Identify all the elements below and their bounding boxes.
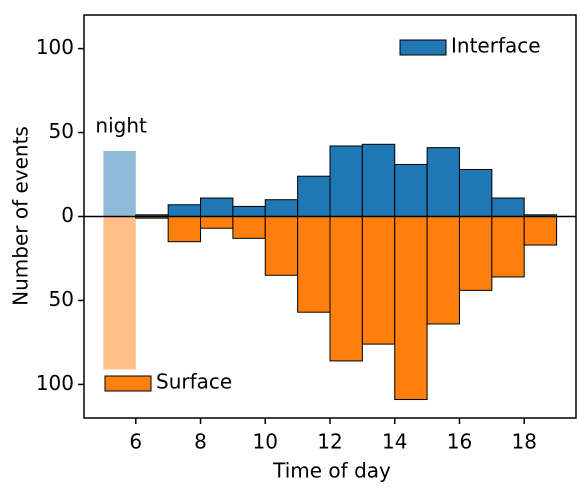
bar (361, 216, 396, 345)
bar (200, 197, 234, 217)
y-tick-label: 50 (49, 287, 74, 311)
bar (167, 216, 202, 243)
bar (264, 199, 299, 217)
y-tick-label: 100 (36, 371, 74, 395)
x-tick-label: 12 (317, 430, 342, 454)
bar (523, 216, 558, 246)
bar (329, 145, 363, 218)
bar (200, 216, 234, 229)
bar (361, 143, 396, 218)
legend-label: Surface (156, 370, 232, 394)
bar (491, 197, 525, 217)
legend-swatch (399, 39, 447, 56)
bar (394, 216, 428, 401)
x-tick-label: 14 (382, 430, 407, 454)
night-band (103, 151, 136, 217)
bar (297, 216, 331, 313)
night-label: night (95, 114, 147, 138)
y-tick-label: 0 (61, 203, 74, 227)
bar (329, 216, 363, 362)
x-tick-label: 10 (253, 430, 278, 454)
x-tick-label: 8 (194, 430, 207, 454)
bar (167, 204, 202, 218)
x-tick-label: 18 (511, 430, 536, 454)
bar (232, 216, 266, 239)
x-axis-label: Time of day (272, 459, 391, 483)
bar (297, 175, 331, 217)
legend-label: Interface (451, 34, 541, 58)
bar (426, 216, 460, 325)
bar (232, 205, 266, 218)
y-axis-label: Number of events (9, 126, 33, 306)
bar (458, 216, 493, 291)
bar (426, 147, 460, 217)
night-band (103, 216, 136, 370)
legend-swatch (104, 375, 152, 392)
bar (491, 216, 525, 278)
bar (458, 168, 493, 218)
x-tick-label: 6 (129, 430, 142, 454)
x-tick-label: 16 (447, 430, 472, 454)
bar (394, 163, 428, 217)
y-tick-label: 100 (36, 35, 74, 59)
y-tick-label: 50 (49, 119, 74, 143)
bar (264, 216, 299, 276)
